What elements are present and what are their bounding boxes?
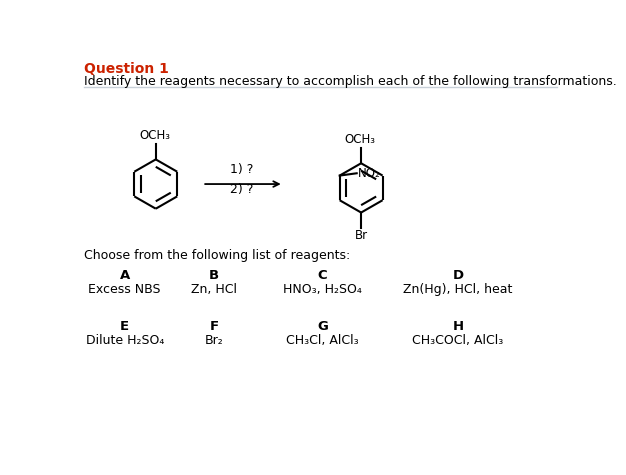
Text: B: B: [209, 269, 219, 282]
Text: 1) ?: 1) ?: [230, 163, 253, 176]
Text: Dilute H₂SO₄: Dilute H₂SO₄: [86, 334, 164, 347]
Text: Excess NBS: Excess NBS: [88, 283, 161, 295]
Text: A: A: [120, 269, 130, 282]
Text: G: G: [317, 320, 328, 333]
Text: E: E: [120, 320, 130, 333]
Text: F: F: [209, 320, 218, 333]
Text: 2) ?: 2) ?: [230, 183, 253, 196]
Text: Choose from the following list of reagents:: Choose from the following list of reagen…: [85, 249, 351, 263]
Text: Question 1: Question 1: [85, 62, 169, 76]
Text: OCH₃: OCH₃: [345, 133, 376, 146]
Text: Br: Br: [354, 229, 367, 242]
Text: CH₃Cl, AlCl₃: CH₃Cl, AlCl₃: [286, 334, 359, 347]
Text: NO₂: NO₂: [358, 167, 381, 180]
Text: Zn, HCl: Zn, HCl: [191, 283, 237, 295]
Text: OCH₃: OCH₃: [140, 130, 170, 142]
Text: HNO₃, H₂SO₄: HNO₃, H₂SO₄: [283, 283, 362, 295]
Text: Identify the reagents necessary to accomplish each of the following transformati: Identify the reagents necessary to accom…: [85, 75, 617, 88]
Text: H: H: [453, 320, 464, 333]
Text: Zn(Hg), HCl, heat: Zn(Hg), HCl, heat: [403, 283, 513, 295]
Text: Br₂: Br₂: [205, 334, 223, 347]
Text: CH₃COCl, AlCl₃: CH₃COCl, AlCl₃: [413, 334, 504, 347]
Text: C: C: [317, 269, 327, 282]
Text: D: D: [453, 269, 464, 282]
